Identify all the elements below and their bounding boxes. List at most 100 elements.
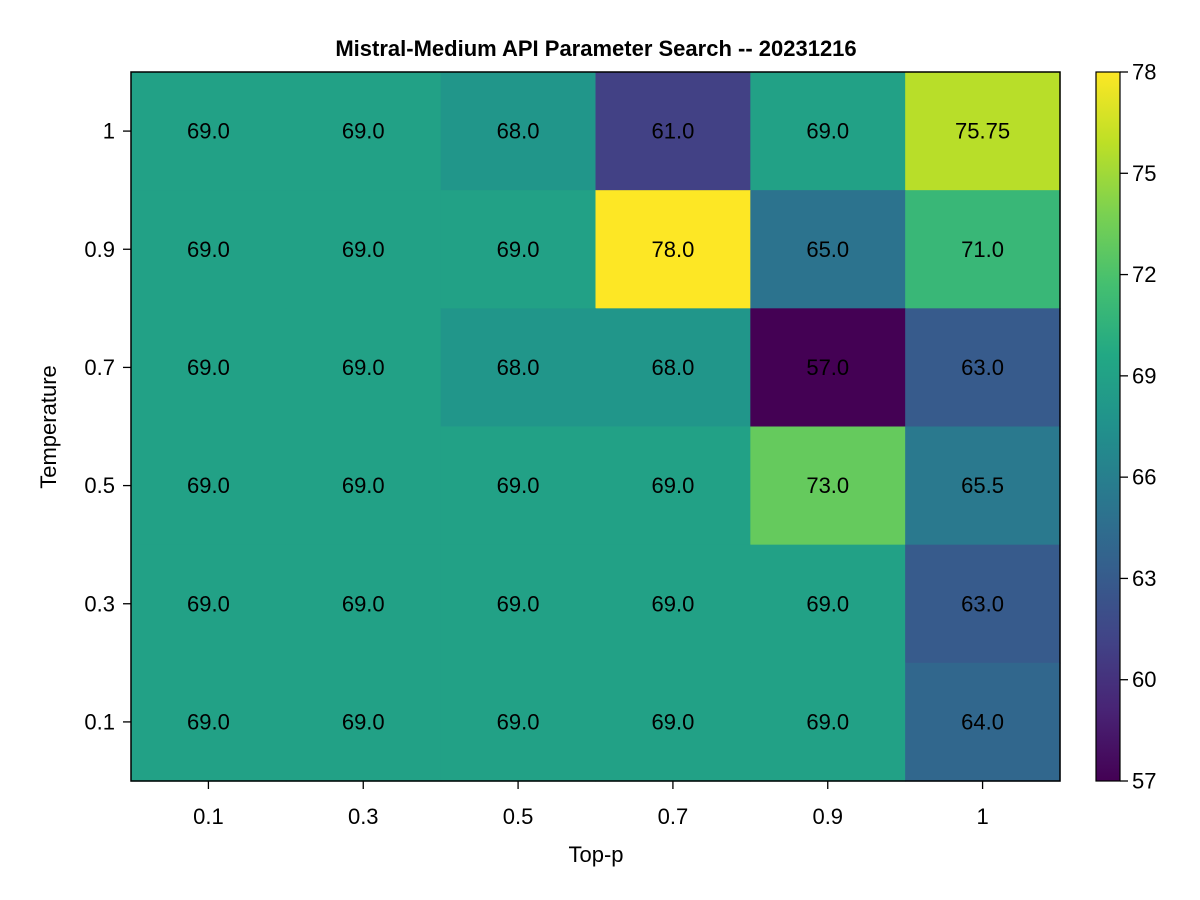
heatmap-cell xyxy=(440,308,597,428)
colorbar xyxy=(1095,71,1121,782)
heatmap-cell xyxy=(285,308,442,428)
y-axis-label: Temperature xyxy=(36,365,61,489)
heatmap-cell xyxy=(285,190,442,309)
heatmap-cell-labels: 69.0 69.0 68.0 61.0 69.0 75.75 69.0 69.0 69.0 78.… xyxy=(187,119,1010,735)
cell-value-label: 69.0 xyxy=(342,473,385,498)
heatmap-cell xyxy=(905,426,1061,546)
cell-value-label: 64.0 xyxy=(961,709,1004,734)
heatmap-cell xyxy=(905,72,1061,191)
chart-title: Mistral-Medium API Parameter Search -- 2… xyxy=(335,36,856,61)
heatmap-cell xyxy=(905,544,1061,664)
heatmap-cell xyxy=(750,662,906,782)
heatmap-cell xyxy=(595,544,751,664)
cell-value-label: 69.0 xyxy=(187,119,230,144)
cell-value-label: 65.5 xyxy=(961,473,1004,498)
heatmap-cell xyxy=(285,72,442,191)
colorbar-tick-label: 66 xyxy=(1132,465,1156,490)
heatmap-cell xyxy=(131,662,287,782)
cell-value-label: 63.0 xyxy=(961,355,1004,380)
heatmap-cell xyxy=(131,308,287,428)
colorbar-tick-label: 57 xyxy=(1132,769,1156,794)
heatmap-cell xyxy=(131,544,287,664)
heatmap-cell xyxy=(440,662,597,782)
cell-value-label: 69.0 xyxy=(342,237,385,262)
cell-value-label: 69.0 xyxy=(342,119,385,144)
x-tick-label: 0.7 xyxy=(658,804,689,829)
colorbar-tick-label: 69 xyxy=(1132,363,1156,388)
cell-value-label: 68.0 xyxy=(497,119,540,144)
cell-value-label: 78.0 xyxy=(652,237,695,262)
x-tick-label: 0.9 xyxy=(812,804,843,829)
y-tick-label: 0.3 xyxy=(84,591,115,616)
heatmap-cell xyxy=(905,662,1061,782)
cell-value-label: 69.0 xyxy=(806,119,849,144)
y-tick-label: 1 xyxy=(103,119,115,144)
cell-value-label: 68.0 xyxy=(497,355,540,380)
cell-value-label: 69.0 xyxy=(806,709,849,734)
cell-value-label: 69.0 xyxy=(187,591,230,616)
cell-value-label: 75.75 xyxy=(955,119,1010,144)
cell-value-label: 69.0 xyxy=(497,591,540,616)
colorbar-tick-label: 72 xyxy=(1132,262,1156,287)
heatmap-cell xyxy=(285,426,442,546)
cell-value-label: 69.0 xyxy=(187,473,230,498)
cell-value-label: 57.0 xyxy=(806,355,849,380)
plot-frame xyxy=(130,71,1061,782)
heatmap-cell xyxy=(131,72,287,191)
cell-value-label: 69.0 xyxy=(187,355,230,380)
cell-value-label: 65.0 xyxy=(806,237,849,262)
x-axis-label: Top-p xyxy=(568,842,623,867)
cell-value-label: 69.0 xyxy=(497,709,540,734)
heatmap-cell xyxy=(750,72,906,191)
cell-value-label: 69.0 xyxy=(342,591,385,616)
cell-value-label: 69.0 xyxy=(342,709,385,734)
heatmap-cell xyxy=(905,190,1061,309)
heatmap-cell xyxy=(750,426,906,546)
cell-value-label: 73.0 xyxy=(806,473,849,498)
cell-value-label: 69.0 xyxy=(497,237,540,262)
heatmap-cell xyxy=(750,190,906,309)
heatmap-cell xyxy=(750,544,906,664)
cell-value-label: 69.0 xyxy=(652,709,695,734)
heatmap-cell xyxy=(440,190,597,309)
cell-value-label: 68.0 xyxy=(652,355,695,380)
y-tick-label: 0.1 xyxy=(84,709,115,734)
y-tick-label: 0.7 xyxy=(84,355,115,380)
cell-value-label: 69.0 xyxy=(806,591,849,616)
y-tick-label: 0.9 xyxy=(84,237,115,262)
heatmap-cell xyxy=(285,662,442,782)
heatmap-cell xyxy=(595,426,751,546)
cell-value-label: 69.0 xyxy=(497,473,540,498)
cell-value-label: 69.0 xyxy=(652,591,695,616)
cell-value-label: 69.0 xyxy=(652,473,695,498)
x-tick-label: 1 xyxy=(976,804,988,829)
y-axis-ticks: 1 0.9 0.7 0.5 0.3 0.1 xyxy=(84,119,131,734)
heatmap-cell xyxy=(440,72,597,191)
x-axis-ticks: 0.1 0.3 0.5 0.7 0.9 1 xyxy=(193,781,989,829)
colorbar-tick-label: 63 xyxy=(1132,566,1156,591)
heatmap-cell xyxy=(440,544,597,664)
heatmap-cell xyxy=(905,308,1061,428)
cell-value-label: 69.0 xyxy=(187,709,230,734)
colorbar-tick-label: 78 xyxy=(1132,60,1156,85)
heatmap-cell xyxy=(285,544,442,664)
heatmap-cell xyxy=(595,662,751,782)
heatmap-cell xyxy=(440,426,597,546)
heatmap-cell xyxy=(595,308,751,428)
colorbar-tick-label: 75 xyxy=(1132,161,1156,186)
colorbar-tick-label: 60 xyxy=(1132,667,1156,692)
heatmap-cells xyxy=(131,72,1061,782)
heatmap-cell xyxy=(131,190,287,309)
cell-value-label: 69.0 xyxy=(187,237,230,262)
cell-value-label: 69.0 xyxy=(342,355,385,380)
cell-value-label: 63.0 xyxy=(961,591,1004,616)
cell-value-label: 71.0 xyxy=(961,237,1004,262)
y-tick-label: 0.5 xyxy=(84,473,115,498)
cell-value-label: 61.0 xyxy=(652,119,695,144)
x-tick-label: 0.3 xyxy=(348,804,379,829)
heatmap-cell xyxy=(595,190,751,309)
heatmap-cell xyxy=(595,72,751,191)
x-tick-label: 0.5 xyxy=(503,804,534,829)
heatmap-cell xyxy=(131,426,287,546)
